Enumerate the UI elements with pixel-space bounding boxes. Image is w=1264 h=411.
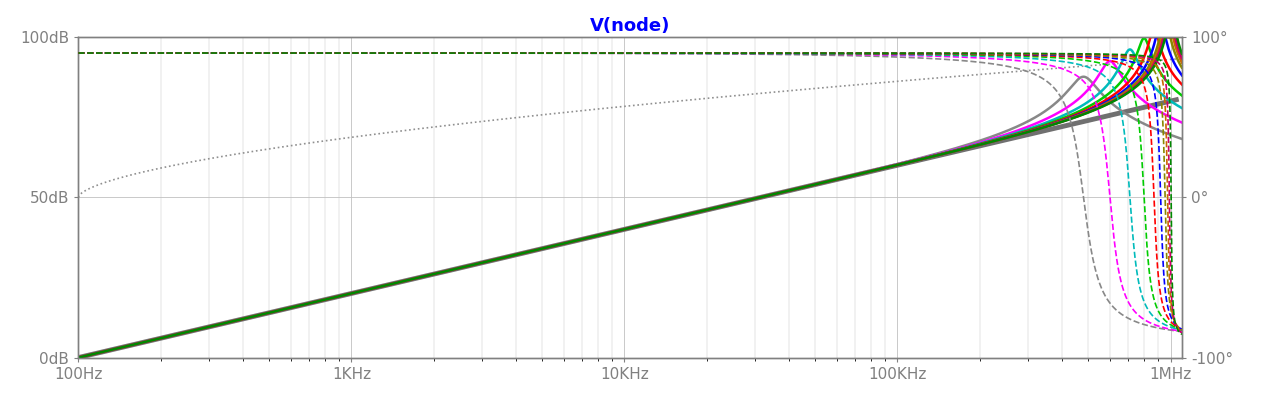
Title: V(node): V(node) <box>590 17 670 35</box>
